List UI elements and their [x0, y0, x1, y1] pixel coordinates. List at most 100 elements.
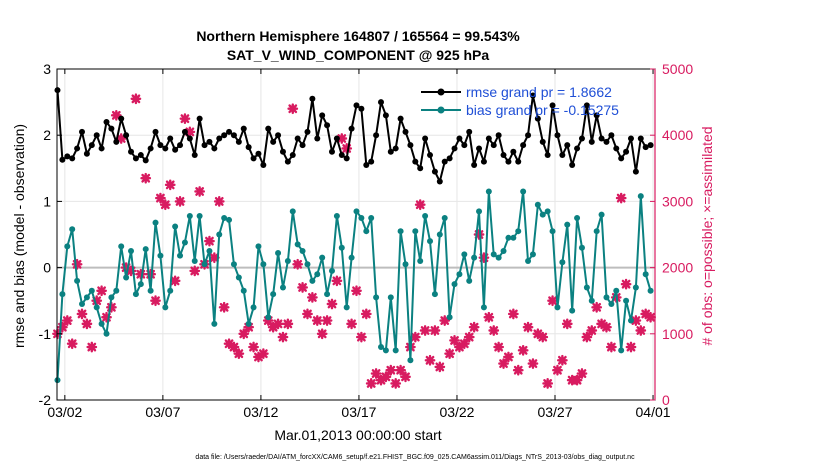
rmse-point	[559, 152, 566, 159]
x-tick-label: 03/12	[243, 404, 278, 420]
bias-point	[578, 244, 585, 251]
tick-marks	[57, 68, 656, 401]
rmse-point	[319, 112, 326, 119]
bias-point	[167, 287, 174, 294]
rmse-point	[402, 128, 409, 135]
obs-assimilated-marker	[204, 235, 215, 247]
obs-assimilated-marker	[625, 341, 637, 353]
obs-assimilated-marker	[297, 282, 308, 293]
obs-assimilated-marker	[444, 348, 456, 360]
bias-point	[324, 291, 331, 298]
obs-assimilated-marker	[341, 143, 353, 154]
bias-series	[54, 188, 654, 384]
obs-assimilated-marker	[512, 364, 524, 376]
rmse-point	[647, 142, 654, 149]
rmse-series	[54, 87, 654, 185]
rmse-point	[196, 115, 203, 122]
rmse-point	[377, 99, 384, 106]
obs-assimilated-marker	[537, 331, 549, 343]
bias-point	[402, 261, 409, 268]
obs-assimilated-marker	[336, 133, 348, 144]
rmse-point	[436, 178, 443, 185]
y2-tick-label: 0	[662, 392, 670, 408]
bias-point	[431, 291, 438, 298]
bias-point	[181, 239, 188, 246]
obs-assimilated-marker	[507, 308, 519, 320]
rmse-point	[456, 135, 463, 142]
rmse-point	[186, 135, 193, 142]
y-tick-label: -1	[39, 326, 52, 342]
obs-assimilated-marker	[400, 371, 411, 383]
obs-assimilated-marker	[527, 358, 539, 369]
bias-point	[377, 344, 384, 351]
obs-assimilated-marker	[145, 268, 157, 280]
obs-assimilated-marker	[110, 109, 122, 121]
obs-assimilated-marker	[101, 311, 112, 323]
obs-assimilated-markers	[52, 93, 656, 389]
obs-assimilated-marker	[253, 351, 264, 363]
bias-point	[603, 294, 610, 301]
bias-point	[147, 287, 154, 294]
obs-assimilated-marker	[287, 103, 299, 115]
rmse-point	[490, 142, 497, 149]
obs-assimilated-marker	[140, 172, 152, 184]
bias-point	[299, 248, 306, 255]
y-tick-label: 1	[43, 193, 51, 209]
bias-point	[260, 261, 267, 268]
rmse-point	[588, 138, 595, 145]
obs-assimilated-marker	[155, 192, 166, 204]
obs-assimilated-marker	[243, 321, 255, 333]
x-tick-label: 03/22	[439, 404, 474, 420]
rmse-point	[407, 142, 414, 149]
obs-assimilated-marker	[409, 331, 421, 343]
obs-assimilated-marker	[326, 298, 338, 310]
bias-point	[196, 212, 203, 219]
rmse-point	[78, 128, 85, 135]
obs-assimilated-marker	[360, 308, 372, 320]
bias-point	[461, 251, 468, 258]
rmse-point	[118, 115, 125, 122]
rmse-point	[603, 138, 610, 145]
y2-tick-label: 4000	[662, 127, 693, 143]
rmse-point	[108, 125, 115, 132]
bias-point	[348, 254, 355, 261]
obs-assimilated-marker	[605, 341, 617, 353]
obs-assimilated-marker	[257, 348, 269, 360]
obs-assimilated-marker	[91, 295, 103, 307]
rmse-point	[260, 161, 267, 168]
bias-point	[162, 304, 169, 311]
y2-tick-label: 2000	[662, 260, 693, 276]
bias-point	[569, 307, 576, 314]
bias-point	[476, 208, 483, 215]
rmse-point	[632, 168, 639, 175]
bias-point	[152, 219, 159, 226]
obs-assimilated-marker	[370, 368, 382, 379]
bias-point	[539, 211, 546, 218]
bias-point	[485, 188, 492, 195]
rmse-point	[623, 148, 630, 155]
bias-point	[353, 208, 360, 215]
obs-assimilated-marker	[346, 318, 357, 330]
rmse-point	[427, 152, 434, 159]
bias-point	[574, 214, 581, 221]
rmse-point	[123, 132, 130, 139]
bias-point	[382, 347, 389, 354]
y-tick-label: 3	[43, 61, 51, 77]
obs-assimilated-marker	[620, 278, 632, 290]
rmse-point	[485, 135, 492, 142]
bias-point	[289, 208, 296, 215]
bias-point	[520, 188, 527, 195]
y2-tick-label: 3000	[662, 193, 693, 209]
obs-assimilated-marker	[71, 258, 83, 270]
rmse-point	[510, 148, 517, 155]
obs-assimilated-marker	[434, 361, 446, 373]
x-tick-label: 03/27	[537, 404, 572, 420]
bias-point	[245, 320, 252, 327]
bias-point	[113, 287, 120, 294]
rmse-point	[500, 152, 507, 159]
bias-point	[177, 252, 184, 259]
obs-assimilated-marker	[581, 331, 593, 343]
bias-point	[627, 317, 634, 324]
bias-point	[588, 297, 595, 304]
